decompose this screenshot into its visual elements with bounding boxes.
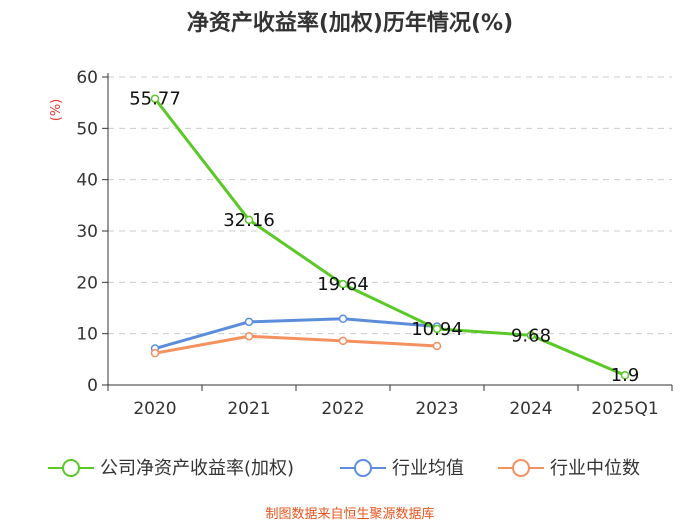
data-labels: 55.77 32.16 19.64 10.94 9.68 1.9 [129, 89, 639, 387]
data-label: 19.64 [317, 274, 369, 295]
grid-lines [108, 76, 672, 335]
data-point [150, 348, 160, 358]
legend-label: 行业均值 [392, 458, 464, 479]
data-point [432, 324, 442, 334]
legend-swatch-marker [512, 459, 530, 477]
series-line [153, 97, 626, 377]
y-tick-label: 30 [76, 222, 98, 242]
data-point [338, 336, 348, 346]
y-tick-label: 50 [76, 119, 98, 139]
data-point [526, 331, 536, 340]
data-label: 55.77 [129, 89, 181, 110]
legend-label: 行业中位数 [550, 458, 640, 479]
source-note: 制图数据来自恒生聚源数据库 [265, 506, 434, 522]
data-point [620, 370, 630, 380]
legend-swatch-marker [62, 459, 80, 477]
y-tick-label: 0 [87, 376, 98, 396]
series-lines [150, 94, 630, 380]
data-label: 1.9 [611, 365, 640, 386]
legend: 公司净资产收益率(加权) 行业均值 行业中位数 [48, 458, 640, 479]
axes: 0 10 20 30 40 50 60 2020 2021 2022 2023 2024 2025Q1 [76, 68, 673, 419]
y-tick-label: 40 [76, 171, 98, 191]
x-tick-label: 2020 [133, 399, 176, 419]
data-point [338, 279, 348, 289]
y-tick-label: 20 [76, 273, 98, 293]
y-tick-label: 10 [76, 325, 98, 345]
data-point [432, 341, 442, 351]
y-tick-label: 60 [76, 68, 98, 88]
x-tick-label: 2024 [509, 399, 552, 419]
data-label: 9.68 [511, 325, 551, 346]
y-axis-unit-label: (%) [49, 99, 64, 122]
chart-title: 净资产收益率(加权)历年情况(%) [187, 10, 513, 36]
data-label: 10.94 [411, 319, 463, 340]
x-tick-label: 2021 [227, 399, 270, 419]
series-line [154, 317, 438, 350]
data-point [244, 215, 254, 225]
x-tick-label: 2022 [321, 399, 364, 419]
data-point [244, 317, 254, 327]
legend-label: 公司净资产收益率(加权) [100, 458, 294, 479]
x-tick-label: 2023 [415, 399, 458, 419]
legend-swatch-marker [354, 459, 372, 477]
data-point [338, 314, 348, 324]
data-point [150, 94, 160, 103]
data-point [244, 331, 254, 341]
series-line [154, 334, 438, 355]
data-label: 32.16 [223, 210, 275, 231]
x-tick-label: 2025Q1 [591, 399, 658, 419]
